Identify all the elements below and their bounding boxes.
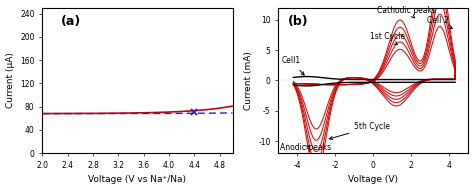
- Text: 5th Cycle: 5th Cycle: [329, 122, 390, 139]
- Text: (a): (a): [61, 15, 82, 28]
- Text: Cathodic peaks: Cathodic peaks: [377, 6, 436, 18]
- Y-axis label: Current (μA): Current (μA): [6, 52, 15, 108]
- X-axis label: Voltage (V): Voltage (V): [348, 175, 398, 184]
- Text: Anodic peaks: Anodic peaks: [280, 143, 331, 152]
- Text: 1st Cycle: 1st Cycle: [370, 32, 404, 45]
- X-axis label: Voltage (V vs Na⁺/Na): Voltage (V vs Na⁺/Na): [88, 175, 186, 184]
- Text: (b): (b): [288, 15, 308, 28]
- Text: Cell1: Cell1: [282, 56, 304, 75]
- Y-axis label: Current (mA): Current (mA): [244, 51, 253, 110]
- Text: Cell 2: Cell 2: [427, 16, 452, 28]
